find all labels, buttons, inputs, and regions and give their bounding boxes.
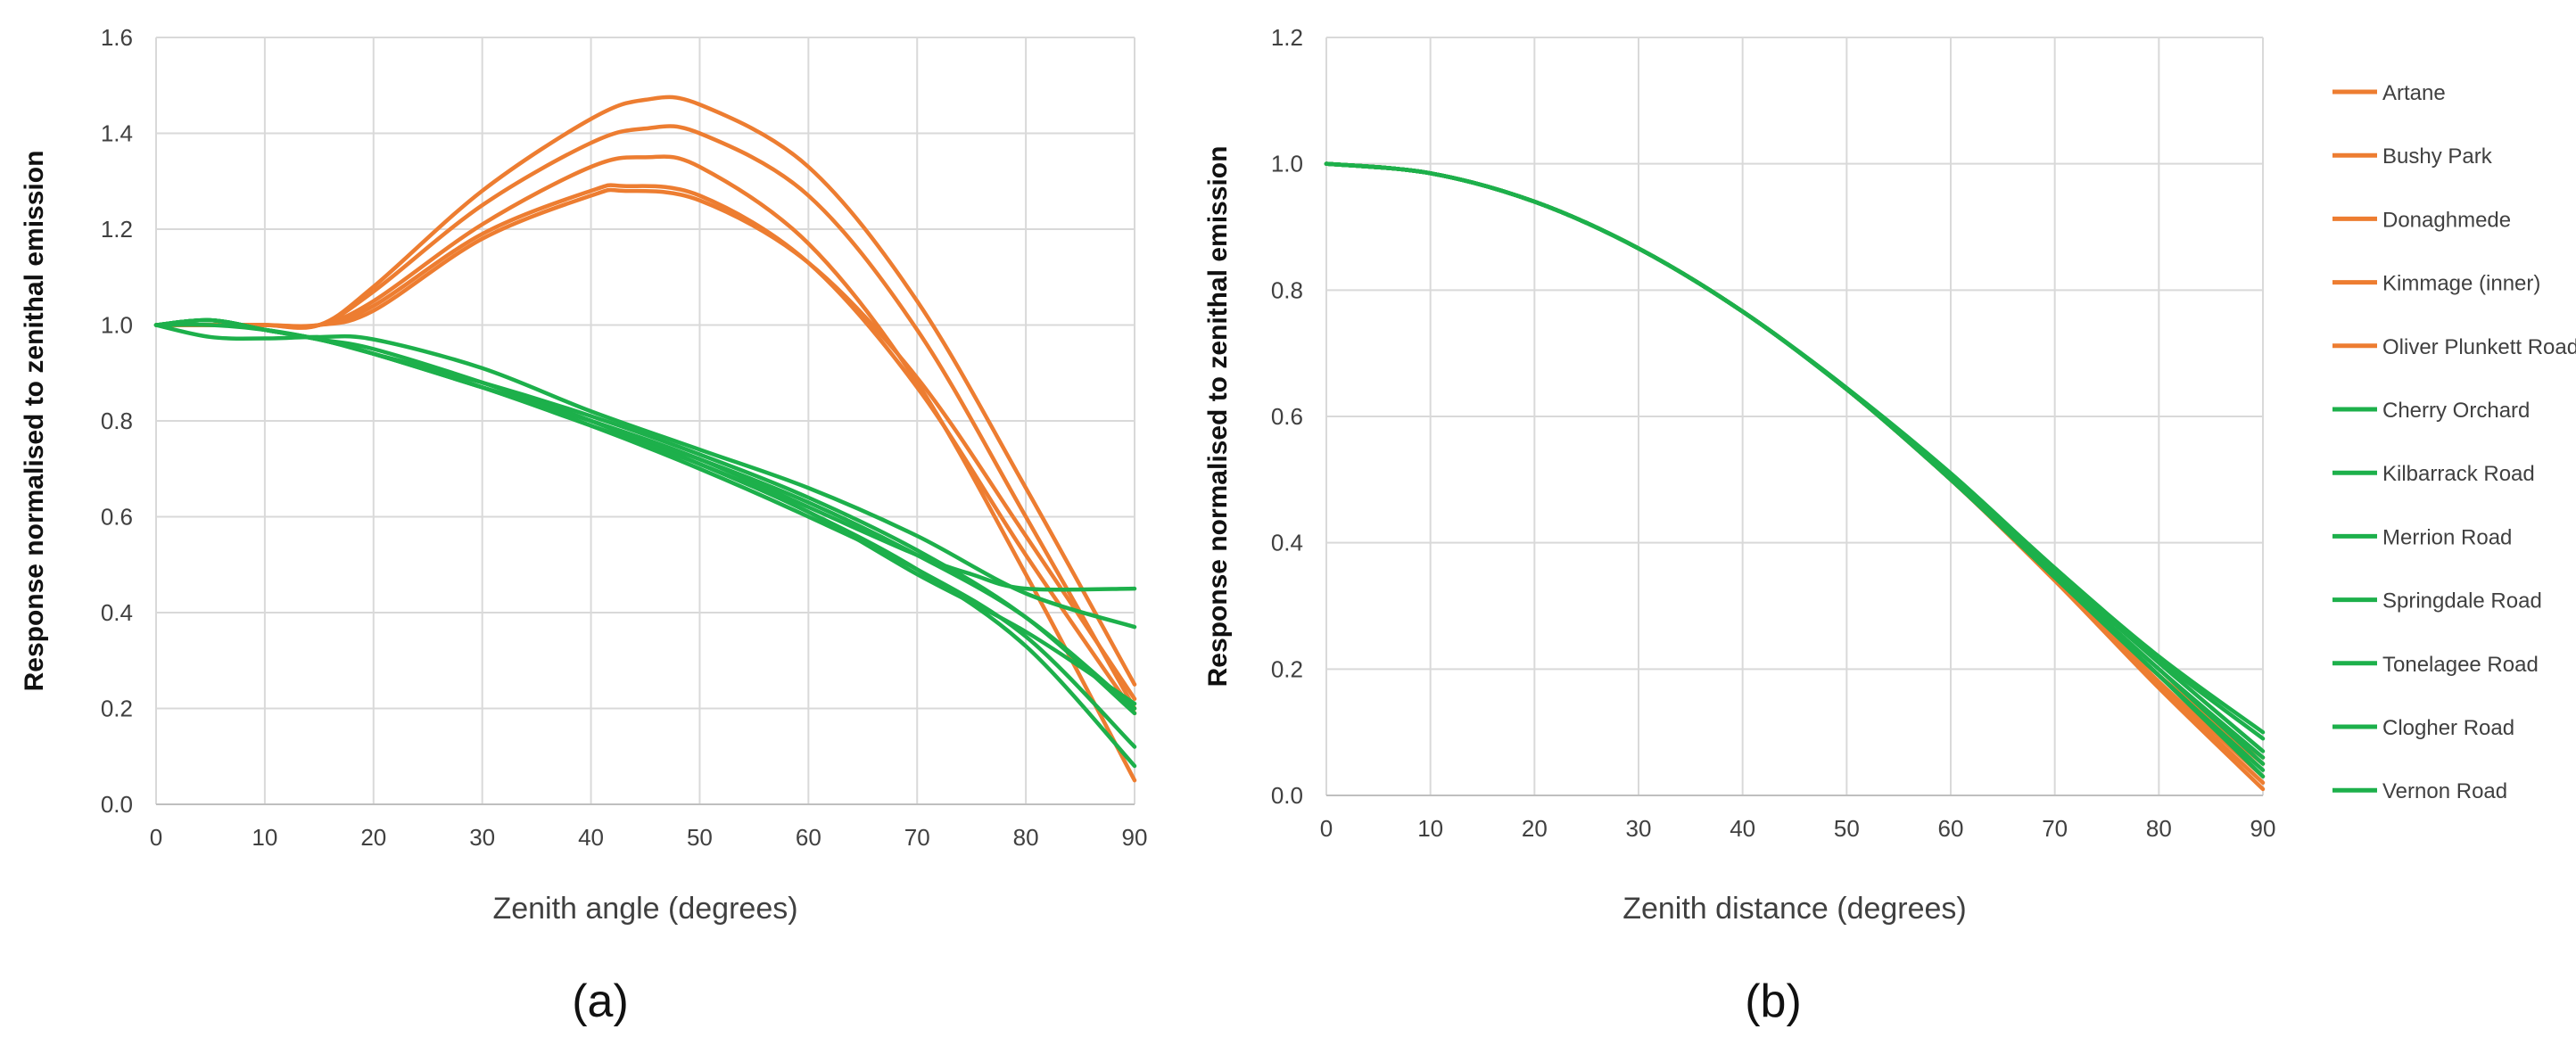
series-line: Springdale Road xyxy=(1324,161,2266,772)
y-tick-label: 1.4 xyxy=(101,120,133,147)
x-axis-title: Zenith distance (degrees) xyxy=(1622,892,1967,926)
legend-item: Donaghmede xyxy=(2332,208,2511,232)
x-tick-label: 10 xyxy=(1417,815,1443,842)
x-tick-label: 40 xyxy=(578,824,604,851)
legend-label: Artane xyxy=(2382,81,2446,105)
x-tick-label: 50 xyxy=(1834,815,1860,842)
x-tick-label: 0 xyxy=(1320,815,1333,842)
legend-label: Kilbarrack Road xyxy=(2382,462,2535,486)
x-tick-label: 90 xyxy=(2250,815,2276,842)
series-line: Clogher Road xyxy=(153,317,1137,749)
panel-label: (b) xyxy=(1745,976,1802,1027)
gridlines xyxy=(1325,37,2264,796)
legend-item: Bushy Park xyxy=(2332,144,2493,169)
x-tick-label: 0 xyxy=(150,824,162,851)
x-tick-label: 40 xyxy=(1730,815,1755,842)
series-line: Donaghmede xyxy=(1324,161,2266,786)
y-tick-label: 0.2 xyxy=(101,696,133,722)
panel-label: (a) xyxy=(572,976,629,1027)
y-axis-title: Response normalised to zenithal emission xyxy=(20,151,49,692)
legend-label: Vernon Road xyxy=(2382,779,2507,803)
y-tick-label: 1.2 xyxy=(101,216,133,243)
y-tick-label: 1.2 xyxy=(1271,24,1303,51)
y-tick-label: 1.6 xyxy=(101,24,133,51)
series-line: Clogher Road xyxy=(1324,161,2266,778)
y-tick-label: 0.6 xyxy=(1271,403,1303,430)
x-axis-title: Zenith angle (degrees) xyxy=(492,892,797,926)
series-line: Kilbarrack Road xyxy=(153,323,1137,630)
y-tick-label: 0.8 xyxy=(1271,276,1303,303)
x-tick-label: 20 xyxy=(1522,815,1548,842)
legend-item: Cherry Orchard xyxy=(2332,399,2530,423)
legend-item: Kimmage (inner) xyxy=(2332,272,2540,296)
series-line: Bushy Park xyxy=(1324,161,2266,778)
series-line: Artane xyxy=(1324,161,2266,792)
legend-item: Merrion Road xyxy=(2332,525,2512,549)
x-tick-label: 90 xyxy=(1122,824,1148,851)
legend-item: Artane xyxy=(2332,81,2446,105)
x-tick-label: 60 xyxy=(1938,815,1964,842)
series-line: Oliver Plunkett Road xyxy=(153,187,1137,701)
x-tick-label: 30 xyxy=(469,824,495,851)
legend-label: Tonelagee Road xyxy=(2382,653,2539,677)
series-line: Donaghmede xyxy=(153,154,1137,783)
chart-panel-a: 0 10 20 30 40 50 60 70 80 90 0.0 0.2 0.4 0.6 0.8 1.0 1.2… xyxy=(20,24,1147,1027)
series-line: Tonelagee Road xyxy=(153,317,1137,706)
y-tick-label: 0.0 xyxy=(101,791,133,818)
legend-item: Vernon Road xyxy=(2332,779,2507,803)
legend: Artane Bushy Park Donaghmede Kimmage (inner… xyxy=(2332,81,2576,803)
series-line: Cherry Orchard xyxy=(153,317,1137,592)
y-axis-title: Response normalised to zenithal emission xyxy=(1203,146,1233,688)
legend-item: Tonelagee Road xyxy=(2332,653,2539,677)
legend-label: Cherry Orchard xyxy=(2382,399,2530,423)
x-tick-label: 70 xyxy=(904,824,930,851)
legend-item: Kilbarrack Road xyxy=(2332,462,2535,486)
legend-label: Springdale Road xyxy=(2382,589,2542,613)
legend-label: Merrion Road xyxy=(2382,525,2512,549)
series-line: Vernon Road xyxy=(1324,161,2266,753)
legend-label: Kimmage (inner) xyxy=(2382,272,2540,296)
x-tick-label: 20 xyxy=(360,824,386,851)
y-tick-label: 1.0 xyxy=(101,312,133,339)
x-tick-label: 10 xyxy=(252,824,277,851)
legend-item: Springdale Road xyxy=(2332,589,2542,613)
chart-panel-b: 0 10 20 30 40 50 60 70 80 90 0.0 0.2 0.4 0.6 0.8 1.0 1.2… xyxy=(1203,24,2275,1027)
legend-item: Oliver Plunkett Road xyxy=(2332,335,2576,359)
x-tick-label: 80 xyxy=(2146,815,2172,842)
series-line: Kimmage (inner) xyxy=(1324,161,2266,766)
series-line: Tonelagee Road xyxy=(1324,161,2266,766)
legend-label: Oliver Plunkett Road xyxy=(2382,335,2576,359)
x-tick-label: 50 xyxy=(687,824,713,851)
legend-item: Clogher Road xyxy=(2332,716,2514,740)
legend-label: Bushy Park xyxy=(2382,144,2493,169)
x-tick-label: 30 xyxy=(1626,815,1652,842)
x-tick-label: 70 xyxy=(2042,815,2068,842)
x-tick-label: 60 xyxy=(796,824,822,851)
x-tick-label: 80 xyxy=(1013,824,1039,851)
legend-label: Clogher Road xyxy=(2382,716,2514,740)
legend-label: Donaghmede xyxy=(2382,208,2511,232)
series-line: Merrion Road xyxy=(153,322,1137,716)
series-line: Vernon Road xyxy=(153,317,1137,711)
series-line: Springdale Road xyxy=(153,317,1137,769)
y-tick-label: 0.0 xyxy=(1271,782,1303,809)
y-tick-label: 0.4 xyxy=(101,599,133,626)
y-tick-label: 0.6 xyxy=(101,504,133,531)
y-tick-label: 0.8 xyxy=(101,408,133,434)
y-tick-label: 0.2 xyxy=(1271,655,1303,682)
y-tick-label: 0.4 xyxy=(1271,530,1303,556)
y-tick-label: 1.0 xyxy=(1271,151,1303,177)
